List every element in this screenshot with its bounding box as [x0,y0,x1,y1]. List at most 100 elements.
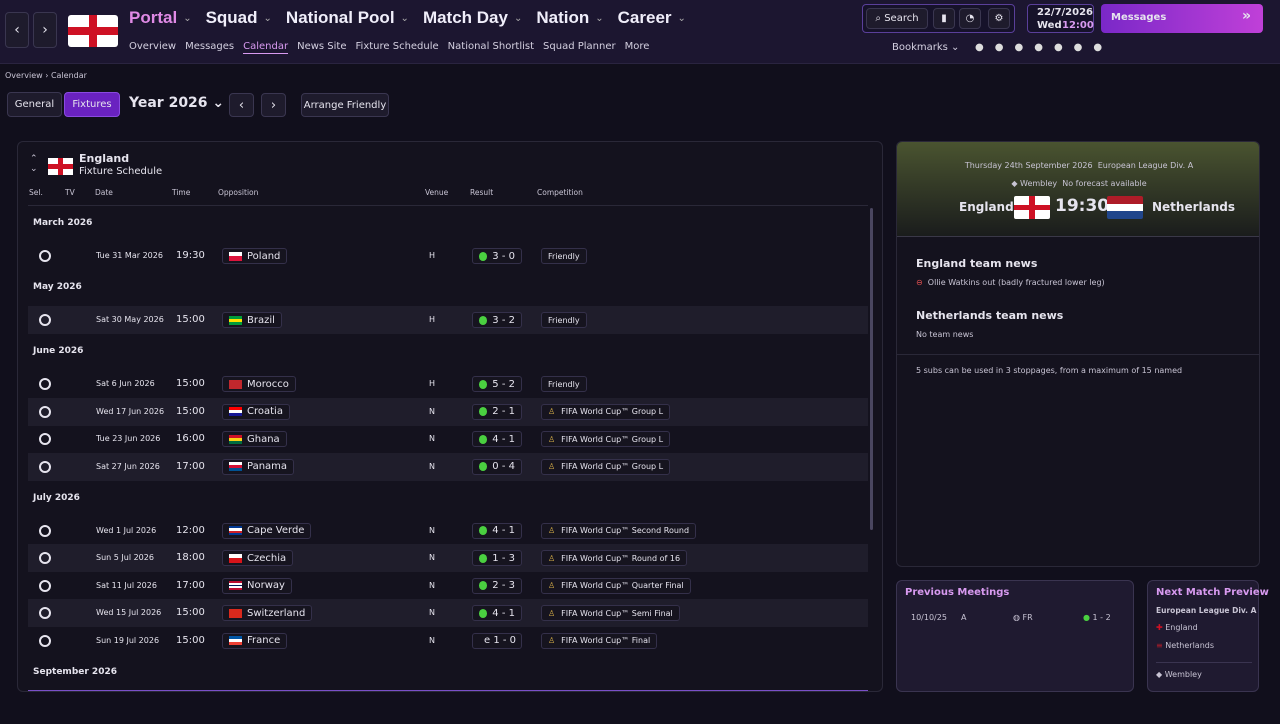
select-radio[interactable] [39,433,51,445]
sub-nav-item[interactable]: National Shortlist [447,41,535,52]
opposition[interactable]: Panama [222,458,295,475]
tab-active[interactable]: Fixtures [64,92,120,117]
fixture-row[interactable]: Wed 15 Jul 2026 15:00 Switzerland N 4 - 1 ♙ FI… [28,599,868,627]
fixture-row[interactable]: Sat 27 Jun 2026 17:00 Panama N 0 - 4 ♙ FIFA Wo… [28,452,868,481]
select-radio[interactable] [39,314,51,326]
competition[interactable]: Friendly [541,248,587,264]
sub-nav-item[interactable]: Messages [185,41,235,52]
competition[interactable]: ♙ FIFA World Cup™ Group L [541,431,671,447]
crumb[interactable]: Overview [5,71,43,80]
icon[interactable]: ● [1073,42,1083,53]
messages-button[interactable]: Messages» [1101,4,1263,33]
fixture-row[interactable]: Sat 11 Jul 2026 17:00 Norway N 2 - 3 ♙ FIFA Wo… [28,572,868,600]
away-team: Netherlands [1152,200,1236,214]
opposition[interactable]: Croatia [222,403,290,420]
select-radio[interactable] [39,460,51,473]
fixture-row[interactable]: Tue 31 Mar 2026 19:30 Poland H 3 - 0 Friendly [28,242,868,270]
result[interactable]: 4 - 1 [472,605,522,621]
sub-nav-item[interactable]: Squad Planner [543,41,616,52]
nav-item[interactable]: Career ⌄ [618,8,686,28]
time: 12:00 [176,524,205,536]
sub-nav-item[interactable]: More [624,41,650,52]
opposition[interactable]: Brazil [222,312,282,328]
sub-nav-item[interactable]: Calendar [243,41,289,54]
result[interactable]: 0 - 4 [472,458,522,475]
competition[interactable]: ♙ FIFA World Cup™ Round of 16 [541,550,688,566]
result[interactable]: 5 - 2 [472,376,522,392]
collapse[interactable]: ⌃ ⌄ [30,154,38,174]
fixture-row[interactable]: Tue 23 Jun 2026 16:00 Ghana N 4 - 1 ♙ FIFA Wor… [28,425,868,453]
competition[interactable]: ♙ FIFA World Cup™ Final [541,632,658,649]
opposition[interactable]: Czechia [222,550,294,566]
competition[interactable]: ♙ FIFA World Cup™ Group L [541,403,671,420]
result[interactable]: 4 - 1 [472,522,522,539]
opposition[interactable]: Cape Verde [222,522,312,539]
sub-nav-item[interactable]: Fixture Schedule [355,41,439,52]
nav-item[interactable]: Portal ⌄ [129,8,192,28]
opposition[interactable]: Norway [222,577,292,594]
date-box[interactable]: 22/7/2026 Wed 12:00 [1027,4,1094,33]
select-radio[interactable] [39,634,51,647]
bookmarks[interactable]: Bookmarks ⌄ [892,42,960,53]
fixture-row[interactable]: Wed 17 Jun 2026 15:00 Croatia N 2 - 1 ♙ FIFA W… [28,397,868,426]
fixture-row[interactable]: Sat 6 Jun 2026 15:00 Morocco H 5 - 2 Friendly [28,370,868,398]
sub-nav-item[interactable]: Overview [129,41,177,52]
bookmark-button[interactable]: ▮ [933,8,955,29]
nav-item[interactable]: Match Day ⌄ [423,8,522,28]
back-button[interactable]: ‹ [5,12,29,48]
scrollbar[interactable] [870,208,873,530]
card-title[interactable]: Previous Meetings [905,587,1010,598]
result[interactable]: 1 - 3 [472,550,522,566]
opposition[interactable]: Poland [222,248,288,264]
icon[interactable]: ● [1034,42,1043,53]
icon[interactable]: ● [994,42,1004,53]
result[interactable]: 3 - 2 [472,312,522,328]
arrange-friendly-button[interactable]: Arrange Friendly [301,93,389,117]
search-button[interactable]: ⌕ Search [866,8,928,29]
fixture-row[interactable]: Wed 1 Jul 2026 12:00 Cape Verde N 4 - 1 ♙ FIFA… [28,517,868,545]
next-year[interactable]: › [261,93,286,117]
opposition[interactable]: Switzerland [222,605,313,621]
settings-button[interactable]: ⚙ [988,8,1010,29]
prev-year[interactable]: ‹ [229,93,254,117]
competition[interactable]: ♙ FIFA World Cup™ Group L [541,458,671,475]
year-select[interactable]: Year 2026 ⌄ [129,95,225,111]
select-radio[interactable] [39,378,51,390]
select-radio[interactable] [39,405,51,418]
result[interactable]: 2 - 1 [472,403,522,420]
sub-nav-item[interactable]: News Site [297,41,347,52]
icon[interactable]: ● [1014,42,1024,53]
select-radio[interactable] [39,552,51,564]
nav-item[interactable]: Squad ⌄ [206,8,272,28]
icon[interactable]: ● [1053,42,1063,53]
opposition[interactable]: Ghana [222,431,287,447]
result[interactable]: 4 - 1 [472,431,522,447]
crumb[interactable]: Calendar [50,71,87,80]
select-radio[interactable] [39,524,51,537]
card-title[interactable]: Next Match Preview [1156,587,1269,598]
select-radio[interactable] [39,250,51,262]
header-rule [28,205,868,206]
competition[interactable]: Friendly [541,376,587,392]
fixture-row[interactable]: Sun 5 Jul 2026 18:00 Czechia N 1 - 3 ♙ FIFA Wo… [28,544,868,572]
competition[interactable]: ♙ FIFA World Cup™ Semi Final [541,605,680,621]
icon[interactable]: ● [1093,42,1103,53]
opposition[interactable]: Morocco [222,376,296,392]
result[interactable]: 2 - 3 [472,577,522,594]
result[interactable]: 3 - 0 [472,248,522,264]
competition[interactable]: ♙ FIFA World Cup™ Quarter Final [541,577,691,594]
assist-button[interactable]: ◔ [959,8,981,29]
nav-item[interactable]: Nation ⌄ [536,8,603,28]
competition[interactable]: ♙ FIFA World Cup™ Second Round [541,522,697,539]
forward-button[interactable]: › [33,12,57,48]
tab[interactable]: General [7,92,62,117]
nav-item[interactable]: National Pool ⌄ [286,8,409,28]
icon[interactable]: ● [975,42,984,53]
fixture-row[interactable]: Sat 30 May 2026 15:00 Brazil H 3 - 2 Friendly [28,306,868,334]
opposition[interactable]: France [222,632,288,649]
competition[interactable]: Friendly [541,312,587,328]
select-radio[interactable] [39,607,51,619]
result[interactable]: e 1 - 0 [472,632,522,649]
select-radio[interactable] [39,579,51,592]
